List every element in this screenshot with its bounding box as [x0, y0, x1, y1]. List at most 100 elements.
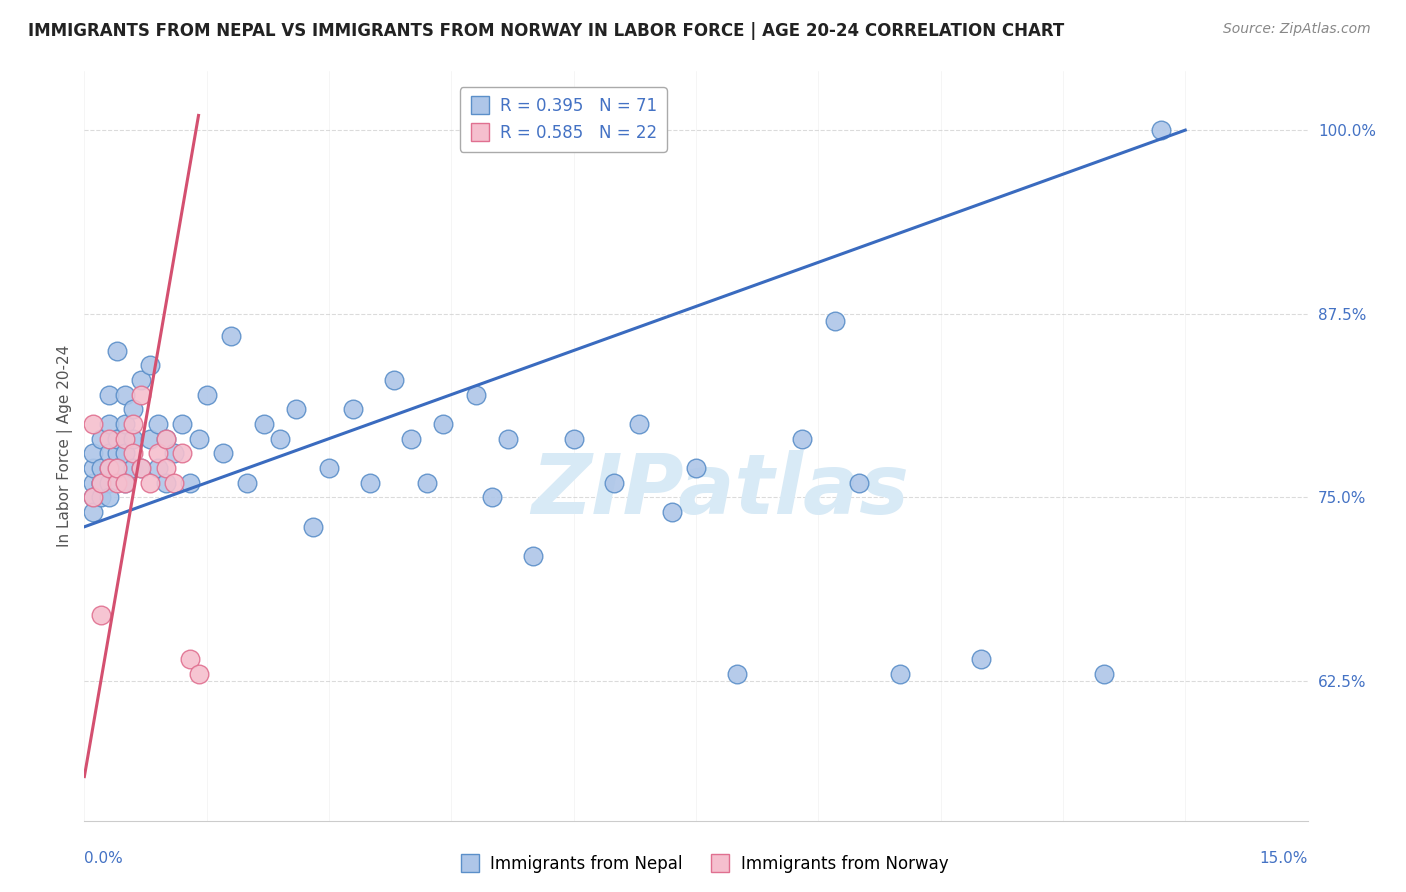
Point: [82, 417, 104, 431]
Point: [432, 417, 454, 431]
Legend: R = 0.395   N = 71, R = 0.585   N = 22: R = 0.395 N = 71, R = 0.585 N = 22: [460, 87, 666, 152]
Point: [725, 666, 748, 681]
Point: [155, 461, 177, 475]
Point: [382, 373, 405, 387]
Point: [105, 461, 128, 475]
Point: [146, 417, 169, 431]
Point: [122, 417, 145, 431]
Point: [138, 358, 160, 372]
Point: [105, 461, 128, 475]
Point: [627, 417, 650, 431]
Point: [301, 520, 323, 534]
Point: [82, 505, 104, 519]
Point: [97, 461, 120, 475]
Point: [105, 446, 128, 460]
Point: [97, 491, 120, 505]
Text: 0.0%: 0.0%: [84, 851, 124, 866]
Point: [219, 328, 242, 343]
Point: [179, 475, 201, 490]
Point: [90, 432, 112, 446]
Point: [163, 446, 186, 460]
Point: [82, 446, 104, 460]
Point: [114, 475, 136, 490]
Point: [82, 461, 104, 475]
Point: [105, 432, 128, 446]
Point: [522, 549, 544, 564]
Point: [97, 432, 120, 446]
Text: 15.0%: 15.0%: [1260, 851, 1308, 866]
Point: [172, 417, 194, 431]
Point: [824, 314, 846, 328]
Point: [481, 491, 503, 505]
Point: [122, 446, 145, 460]
Point: [1150, 123, 1173, 137]
Point: [97, 417, 120, 431]
Point: [122, 432, 145, 446]
Point: [122, 461, 145, 475]
Point: [155, 432, 177, 446]
Point: [138, 432, 160, 446]
Point: [970, 652, 993, 666]
Point: [1092, 666, 1115, 681]
Point: [155, 432, 177, 446]
Point: [97, 387, 120, 401]
Point: [90, 475, 112, 490]
Legend: Immigrants from Nepal, Immigrants from Norway: Immigrants from Nepal, Immigrants from N…: [450, 848, 956, 880]
Point: [105, 343, 128, 358]
Point: [172, 446, 194, 460]
Text: Source: ZipAtlas.com: Source: ZipAtlas.com: [1223, 22, 1371, 37]
Point: [603, 475, 626, 490]
Point: [163, 475, 186, 490]
Point: [114, 432, 136, 446]
Point: [82, 491, 104, 505]
Point: [661, 505, 683, 519]
Point: [236, 475, 259, 490]
Point: [562, 432, 585, 446]
Point: [90, 475, 112, 490]
Point: [97, 461, 120, 475]
Point: [848, 475, 870, 490]
Point: [82, 475, 104, 490]
Point: [114, 446, 136, 460]
Point: [90, 607, 112, 622]
Text: IMMIGRANTS FROM NEPAL VS IMMIGRANTS FROM NORWAY IN LABOR FORCE | AGE 20-24 CORRE: IMMIGRANTS FROM NEPAL VS IMMIGRANTS FROM…: [28, 22, 1064, 40]
Point: [90, 461, 112, 475]
Point: [212, 446, 235, 460]
Point: [889, 666, 911, 681]
Point: [685, 461, 707, 475]
Point: [122, 402, 145, 417]
Y-axis label: In Labor Force | Age 20-24: In Labor Force | Age 20-24: [58, 345, 73, 547]
Point: [187, 666, 209, 681]
Point: [82, 491, 104, 505]
Point: [90, 475, 112, 490]
Point: [187, 432, 209, 446]
Point: [253, 417, 276, 431]
Point: [146, 461, 169, 475]
Point: [790, 432, 813, 446]
Point: [131, 461, 153, 475]
Point: [318, 461, 340, 475]
Point: [97, 475, 120, 490]
Point: [131, 387, 153, 401]
Point: [399, 432, 422, 446]
Point: [146, 446, 169, 460]
Point: [416, 475, 439, 490]
Point: [105, 475, 128, 490]
Point: [269, 432, 291, 446]
Point: [90, 491, 112, 505]
Point: [138, 475, 160, 490]
Point: [155, 475, 177, 490]
Point: [195, 387, 218, 401]
Point: [359, 475, 381, 490]
Point: [114, 417, 136, 431]
Point: [131, 461, 153, 475]
Point: [114, 387, 136, 401]
Point: [179, 652, 201, 666]
Point: [285, 402, 308, 417]
Text: ZIPatlas: ZIPatlas: [531, 450, 910, 532]
Point: [498, 432, 520, 446]
Point: [342, 402, 364, 417]
Point: [131, 373, 153, 387]
Point: [97, 446, 120, 460]
Point: [464, 387, 486, 401]
